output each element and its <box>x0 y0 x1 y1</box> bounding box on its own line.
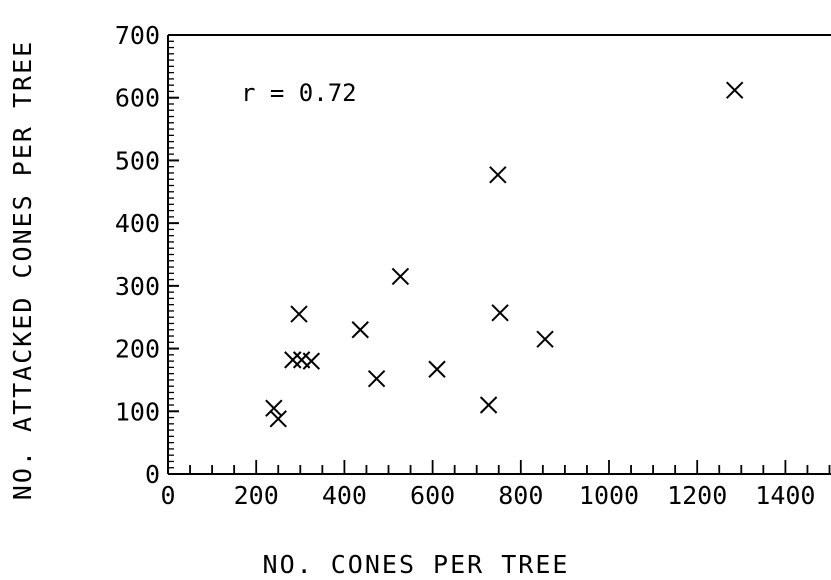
correlation-annotation: r = 0.72 <box>241 79 357 107</box>
data-point-stroke <box>491 304 509 322</box>
data-point <box>391 267 410 286</box>
y-tick-label: 600 <box>115 84 160 113</box>
data-point-stroke <box>367 369 386 388</box>
y-tick-label: 100 <box>115 397 160 426</box>
x-tick-label: 0 <box>160 481 175 510</box>
data-point <box>351 321 369 339</box>
data-point-stroke <box>302 352 321 370</box>
data-point <box>479 396 498 414</box>
y-tick-label: 400 <box>115 209 160 238</box>
data-point <box>725 81 744 99</box>
x-tick-label: 1200 <box>667 481 727 510</box>
axes: 0 100 200 300 400 500 600 700 0 200 400 600 800 1000 1… <box>115 21 831 510</box>
x-tick-label: 400 <box>322 481 367 510</box>
y-tick-label: 200 <box>115 335 160 364</box>
data-point-stroke <box>265 399 283 417</box>
data-point-stroke <box>428 360 446 378</box>
data-point-stroke <box>351 321 369 339</box>
data-point-stroke <box>391 267 410 286</box>
x-tick-label: 1400 <box>755 481 815 510</box>
x-axis-label: NO. CONES PER TREE <box>263 550 570 579</box>
data-point <box>302 352 321 370</box>
x-tick-label: 800 <box>498 481 543 510</box>
y-tick-label: 700 <box>115 21 160 50</box>
data-point <box>367 369 386 388</box>
data-point <box>491 304 509 322</box>
y-tick-label: 500 <box>115 146 160 175</box>
data-point <box>284 351 302 369</box>
data-point <box>428 360 446 378</box>
data-point <box>269 410 287 428</box>
data-point <box>290 305 308 323</box>
data-point-stroke <box>479 396 498 414</box>
data-point-stroke <box>269 410 287 428</box>
y-tick-label: 0 <box>145 460 160 489</box>
data-point-stroke <box>284 351 302 369</box>
data-point-stroke <box>725 81 744 99</box>
x-tick-label: 1000 <box>579 481 639 510</box>
data-point-stroke <box>292 351 311 369</box>
data-point <box>265 399 283 417</box>
data-point-stroke <box>290 305 308 323</box>
data-point-stroke <box>489 166 507 184</box>
y-tick-label: 300 <box>115 272 160 301</box>
x-tick-label: 600 <box>410 481 455 510</box>
y-axis-label: NO. ATTACKED CONES PER TREE <box>8 40 37 500</box>
data-point-stroke <box>536 330 554 348</box>
data-point <box>489 166 507 184</box>
x-tick-label: 200 <box>234 481 279 510</box>
data-points <box>265 81 744 428</box>
data-point <box>536 330 554 348</box>
